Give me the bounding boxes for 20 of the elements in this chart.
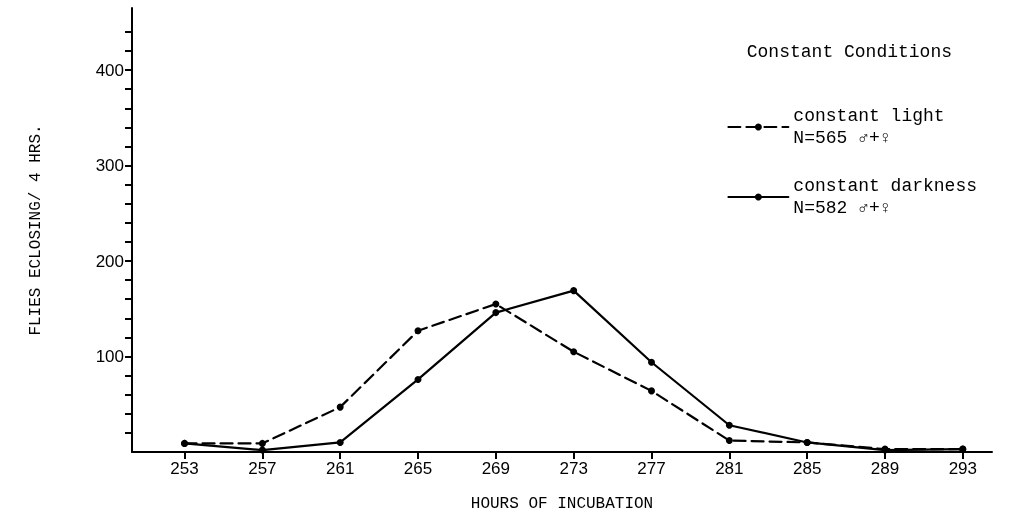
y-tick-label: 400 <box>95 60 124 80</box>
x-tick-label: 257 <box>248 459 277 478</box>
x-tick-label: 289 <box>870 459 900 478</box>
x-tick-label: 285 <box>792 459 822 478</box>
y-tick-label: 100 <box>95 347 124 367</box>
y-axis-title: FLIES ECLOSING/ 4 HRS. <box>27 124 45 336</box>
legend-label: constant light N=565 ♂+♀ <box>793 106 945 148</box>
x-tick-label: 277 <box>637 459 666 478</box>
x-tick-label: 261 <box>326 459 355 478</box>
x-axis-title: HOURS OF INCUBATION <box>470 495 654 513</box>
x-tick-label: 273 <box>559 459 588 478</box>
y-tick-label: 300 <box>95 156 124 176</box>
x-tick-label: 293 <box>948 459 977 478</box>
legend-title: Constant Conditions <box>746 42 952 62</box>
x-tick-label: 253 <box>170 459 199 478</box>
x-tick-label: 269 <box>481 459 511 478</box>
legend-label: constant darkness N=582 ♂+♀ <box>793 176 978 218</box>
y-tick-label: 200 <box>95 251 124 271</box>
x-tick-label: 281 <box>715 459 744 478</box>
x-tick-label: 265 <box>403 459 433 478</box>
